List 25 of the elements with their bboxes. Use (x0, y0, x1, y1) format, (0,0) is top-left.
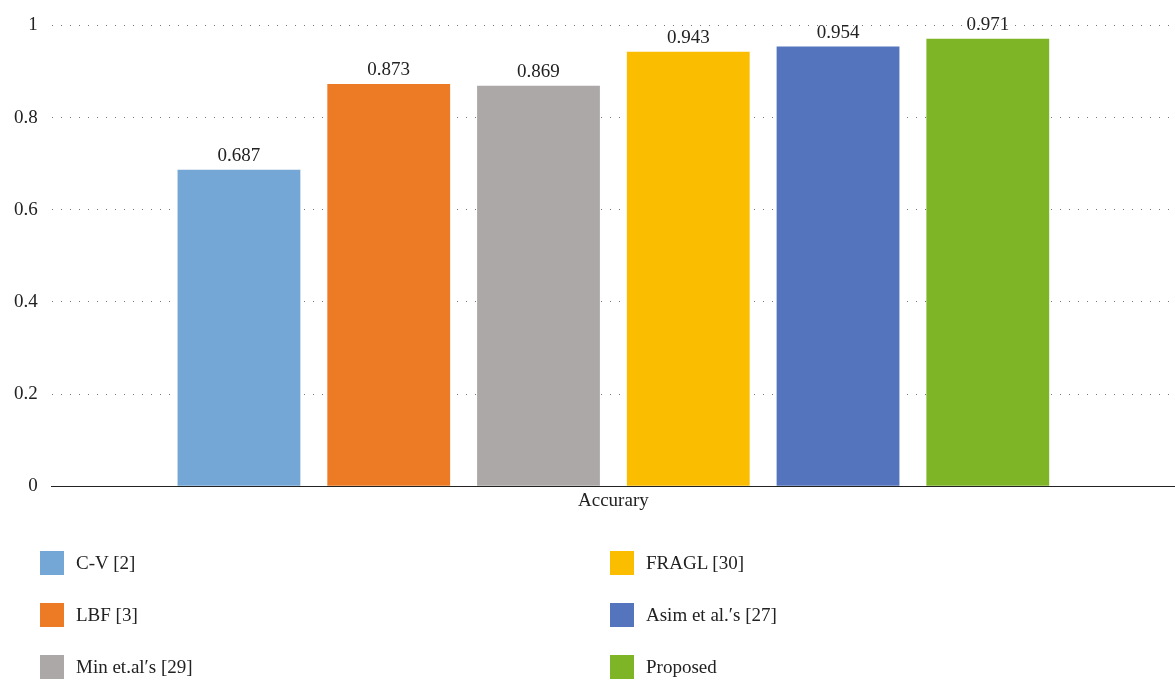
x-tick-label: Accurary (578, 488, 650, 510)
legend-label: C-V [2] (76, 552, 136, 574)
y-tick-label: 1 (28, 13, 38, 35)
bar (477, 85, 600, 486)
data-label: 0.971 (966, 13, 1010, 35)
legend-label: Asim et al.′s [27] (646, 604, 777, 626)
legend-label: FRAGL [30] (646, 552, 744, 574)
bar (177, 169, 301, 486)
legend-label: LBF [3] (76, 604, 138, 626)
data-label: 0.954 (816, 21, 860, 43)
bar (926, 38, 1050, 486)
bar (327, 83, 451, 486)
y-tick-label: 0.4 (14, 289, 39, 311)
y-tick-label: 0.6 (14, 197, 38, 219)
y-tick-label: 0.8 (14, 105, 38, 127)
legend-label: Proposed (646, 656, 717, 678)
legend-label: Min et.al′s [29] (76, 656, 193, 678)
y-tick-label: 0.2 (14, 382, 38, 404)
data-label: 0.873 (367, 58, 411, 80)
data-label: 0.869 (517, 60, 560, 82)
data-label: 0.687 (217, 144, 261, 166)
bar (626, 51, 750, 486)
bar (776, 46, 900, 486)
y-tick-label: 0 (28, 474, 38, 496)
data-label: 0.943 (666, 26, 710, 48)
